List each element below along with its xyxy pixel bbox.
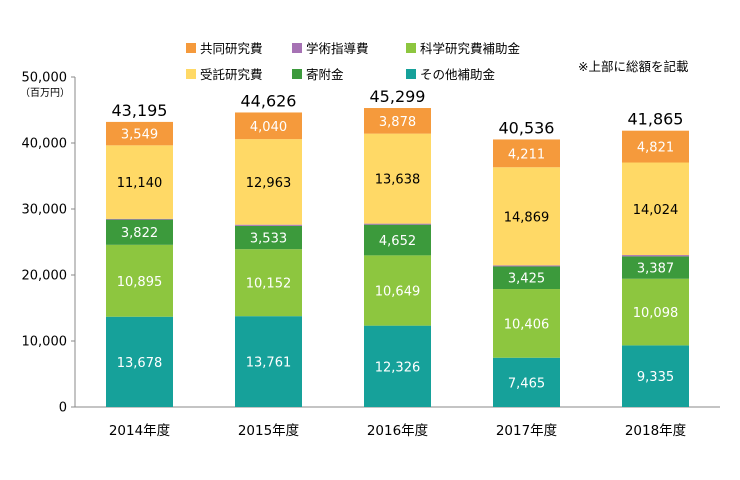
legend-item: 寄附金 (292, 64, 396, 83)
data-label: 3,549 (121, 128, 158, 143)
legend-item: 受託研究費 (186, 64, 282, 83)
total-label: 44,626 (241, 91, 297, 110)
data-label: 10,098 (633, 306, 679, 321)
bar-segment (235, 316, 302, 407)
data-label: 13,761 (246, 356, 292, 371)
data-label: 9,335 (637, 370, 674, 385)
legend-swatch (406, 68, 416, 79)
data-label: 4,040 (250, 120, 287, 135)
data-label: 3,878 (379, 115, 416, 130)
y-tick-label: 20,000 (22, 269, 68, 284)
y-tick-label: 40,000 (22, 137, 68, 152)
bar-segment (622, 130, 689, 163)
data-label: 12,963 (246, 176, 292, 191)
bar-segment (493, 266, 560, 290)
chart-legend: 共同研究費 学術指導費 科学研究費補助金受託研究費 寄附金 その他補助金 (186, 38, 556, 83)
x-tick-label: 2017年度 (496, 423, 557, 439)
data-label: 4,211 (508, 147, 545, 162)
legend-item: 学術指導費 (292, 38, 396, 57)
bar-segment (235, 139, 302, 225)
bar-segment (622, 256, 689, 279)
bar-segment (622, 162, 689, 256)
total-label: 40,536 (499, 118, 555, 137)
data-label: 11,140 (117, 176, 163, 191)
data-label: 14,024 (633, 203, 679, 218)
legend-swatch (292, 42, 302, 53)
legend-label: その他補助金 (420, 67, 496, 82)
data-label: 7,465 (508, 376, 545, 391)
data-label: 13,638 (375, 173, 421, 188)
legend-swatch (186, 68, 196, 79)
data-label: 3,387 (637, 262, 674, 277)
data-label: 3,533 (250, 232, 287, 247)
bar-segment (364, 325, 431, 407)
bar-segment (235, 249, 302, 317)
legend-item: 共同研究費 (186, 38, 282, 57)
legend-item: 科学研究費補助金 (406, 38, 556, 57)
total-label: 45,299 (370, 87, 426, 106)
bar-segment (106, 218, 173, 220)
legend-item: その他補助金 (406, 64, 556, 83)
legend-label: 科学研究費補助金 (420, 41, 521, 56)
legend-label: 学術指導費 (306, 41, 369, 56)
bar-segment (493, 265, 560, 267)
x-tick-label: 2015年度 (238, 423, 299, 439)
bar-segment (493, 289, 560, 358)
bar-segment (622, 278, 689, 346)
legend-swatch (406, 42, 416, 53)
x-tick-label: 2018年度 (625, 423, 686, 439)
bar-segment (106, 316, 173, 407)
bar-segment (364, 223, 431, 225)
bar-segment (106, 145, 173, 219)
data-label: 4,821 (637, 141, 674, 156)
y-tick-label: 0 (59, 401, 67, 416)
data-label: 4,652 (379, 234, 416, 249)
bar-segment (364, 108, 431, 134)
total-label: 41,865 (628, 110, 684, 129)
x-tick-label: 2016年度 (367, 423, 428, 439)
bar-segment (106, 121, 173, 146)
bar-segment (622, 255, 689, 257)
bar-segment (622, 345, 689, 407)
legend-label: 共同研究費 (200, 41, 263, 56)
bar-segment (364, 224, 431, 256)
data-label: 12,326 (375, 360, 421, 375)
bar-segment (493, 357, 560, 407)
bar-segment (493, 139, 560, 168)
data-label: 3,822 (121, 226, 158, 241)
y-tick-label: 50,000 (22, 71, 68, 86)
total-label: 43,195 (112, 101, 168, 120)
legend-swatch (186, 42, 196, 53)
y-tick-label: 30,000 (22, 203, 68, 218)
legend-swatch (292, 68, 302, 79)
bar-segment (235, 112, 302, 140)
x-tick-label: 2014年度 (109, 423, 170, 439)
bar-segment (235, 225, 302, 250)
data-label: 3,425 (508, 272, 545, 287)
legend-label: 寄附金 (306, 67, 344, 82)
data-label: 13,678 (117, 356, 163, 371)
data-label: 14,869 (504, 210, 550, 225)
y-tick-label: 10,000 (22, 335, 68, 350)
bar-segment (106, 244, 173, 317)
bar-segment (235, 224, 302, 226)
legend-label: 受託研究費 (200, 67, 263, 82)
data-label: 10,895 (117, 275, 163, 290)
data-label: 10,649 (375, 285, 421, 300)
data-label: 10,406 (504, 317, 550, 332)
bar-segment (364, 255, 431, 326)
y-axis-unit: （百万円） (20, 88, 70, 99)
total-note: ※上部に総額を記載 (578, 59, 689, 74)
bar-segment (106, 219, 173, 245)
data-label: 10,152 (246, 277, 292, 292)
bar-segment (493, 167, 560, 266)
bar-segment (364, 133, 431, 224)
